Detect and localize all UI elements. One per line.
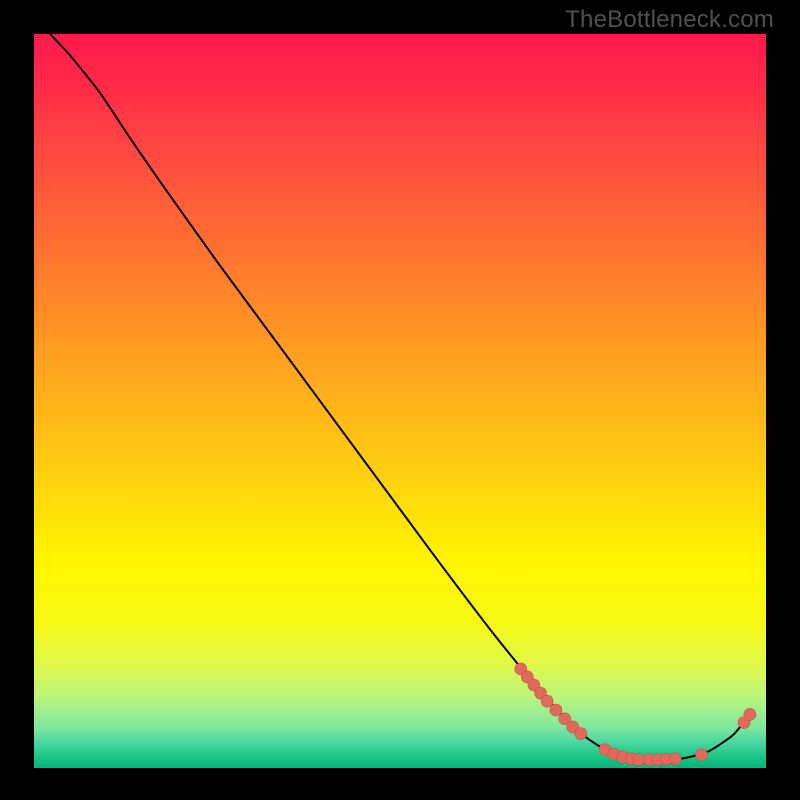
gradient-background xyxy=(34,34,766,768)
watermark-text: TheBottleneck.com xyxy=(565,6,774,34)
plot-area xyxy=(34,34,766,768)
data-marker xyxy=(550,704,562,716)
chart-frame: TheBottleneck.com xyxy=(0,0,800,800)
data-marker xyxy=(696,749,708,761)
data-marker xyxy=(541,695,553,707)
chart-svg xyxy=(34,34,766,768)
data-marker xyxy=(669,753,681,765)
data-marker xyxy=(744,708,756,720)
data-marker xyxy=(575,728,587,740)
